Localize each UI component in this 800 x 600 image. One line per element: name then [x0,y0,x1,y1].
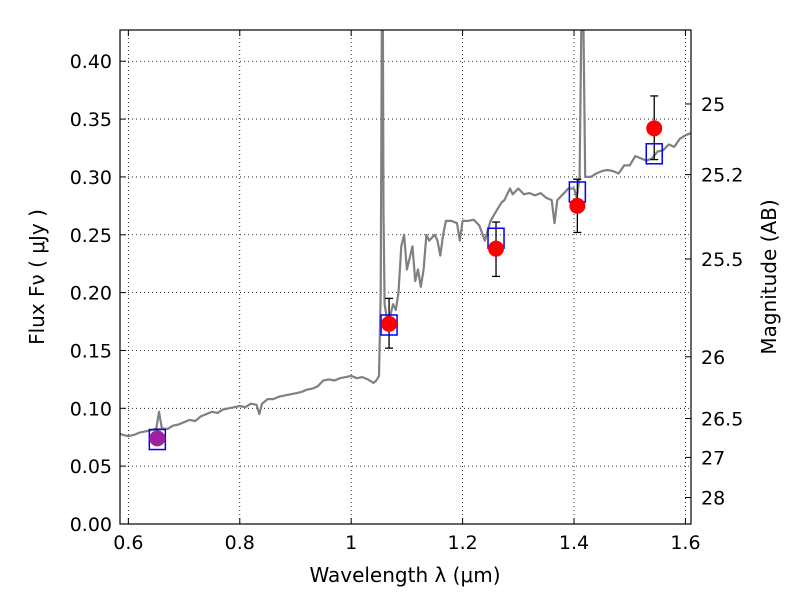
y-tick-label: 0.15 [70,340,112,362]
mag-tick-label: 25.5 [701,249,743,271]
x-axis-label: Wavelength λ (μm) [309,563,500,587]
x-tick-label: 0.8 [225,532,255,554]
observed-point [149,430,166,447]
mag-tick-label: 26.5 [701,408,743,430]
observed-point [381,315,398,332]
model-square-marker [380,314,398,336]
y-tick-label: 0.10 [70,398,112,420]
axis-ticks: 0.6 0.8 1 1.2 1.4 1.6 0.00 0.05 0.10 0.15 0.20 0.25… [70,30,743,554]
mag-tick-label: 25.2 [701,165,743,187]
mag-tick-label: 27 [701,447,725,469]
mag-tick-label: 28 [701,487,725,509]
observed-point [569,197,586,214]
plot-frame [119,29,692,525]
y-tick-label: 0.00 [70,514,112,536]
y-axis-right-label: Magnitude (AB) [757,199,781,354]
x-tick-label: 1 [345,532,357,554]
y-tick-label: 0.05 [70,456,112,478]
plot-area [120,30,691,451]
y-axis-label: Flux Fν ( μJy ) [25,209,49,345]
spectrum-line [120,30,691,438]
y-tick-label: 0.30 [70,167,112,189]
y-tick-label: 0.25 [70,225,112,247]
x-tick-label: 1.4 [559,532,589,554]
observed-point [646,120,663,137]
y-tick-label: 0.40 [70,51,112,73]
model-square-marker [148,428,167,451]
mag-tick-label: 26 [701,347,725,369]
x-tick-label: 1.2 [447,532,477,554]
model-square-marker [645,143,663,165]
x-tick-label: 0.6 [113,532,143,554]
y-tick-label: 0.35 [70,109,112,131]
grid [120,30,691,525]
x-tick-label: 1.6 [670,532,700,554]
observed-point [488,240,505,257]
mag-tick-label: 25 [701,94,725,116]
y-tick-label: 0.20 [70,283,112,305]
